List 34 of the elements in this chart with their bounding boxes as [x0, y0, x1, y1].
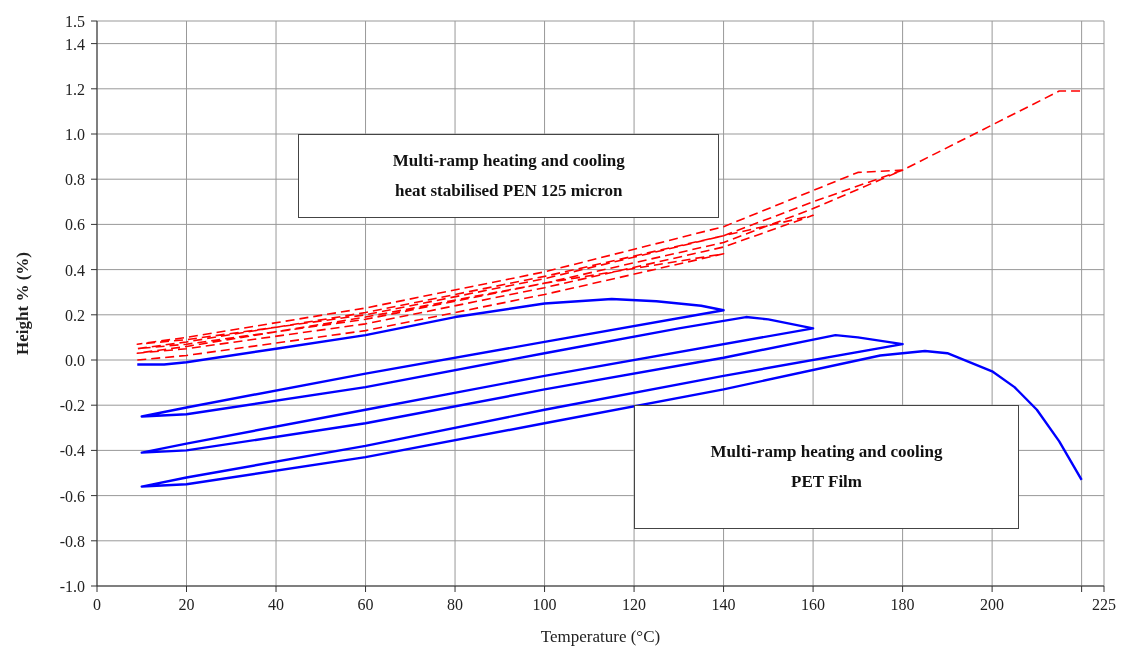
x-tick-label: 100: [532, 596, 557, 613]
x-tick-label: 180: [890, 596, 915, 613]
y-tick-label: -0.2: [59, 397, 85, 415]
line-series: [136, 90, 1083, 361]
y-tick-label: 0.4: [65, 261, 85, 279]
y-tick-label: 0.2: [65, 306, 85, 324]
x-tick-label: 225: [1092, 596, 1116, 613]
y-tick-label: -0.4: [59, 442, 85, 460]
x-tick-label: 160: [801, 596, 826, 613]
x-tick-label: 80: [447, 596, 464, 613]
x-tick-label: 0: [93, 596, 101, 613]
y-tick-label: 1.2: [65, 80, 85, 98]
x-tick-label: 60: [357, 596, 374, 613]
text-box: Multi-ramp heating and cooling PET Film: [634, 405, 1019, 530]
annotation: Multi-ramp heating and cooling heat stabilised PEN 125 micron: [392, 149, 625, 202]
x-tick-label: 40: [268, 596, 285, 613]
x-tick-label: 140: [711, 596, 736, 613]
y-tick-label: 1.0: [65, 126, 85, 143]
x-axis-title: Temperature (°C): [540, 627, 661, 646]
y-tick-label: 0.6: [65, 216, 85, 234]
x-tick-label: 200: [980, 596, 1005, 613]
y-tick-label: 1.5: [65, 13, 85, 30]
annotation: Multi-ramp heating and cooling PET Film: [710, 441, 943, 494]
line-series: [136, 297, 1083, 488]
y-tick-label: -0.6: [59, 487, 85, 505]
y-tick-label: -0.8: [59, 532, 85, 550]
x-tick-label: 120: [622, 596, 647, 613]
y-axis-title: Height % (%): [13, 252, 32, 355]
y-tick-label: 1.4: [65, 35, 85, 53]
y-tick-label: -1.0: [59, 578, 85, 595]
y-tick-label: 0.0: [65, 352, 85, 369]
text-box: Multi-ramp heating and cooling heat stabilised PEN 125 micron: [298, 134, 720, 218]
y-tick-label: 0.8: [65, 171, 85, 189]
x-tick-label: 20: [178, 596, 195, 613]
